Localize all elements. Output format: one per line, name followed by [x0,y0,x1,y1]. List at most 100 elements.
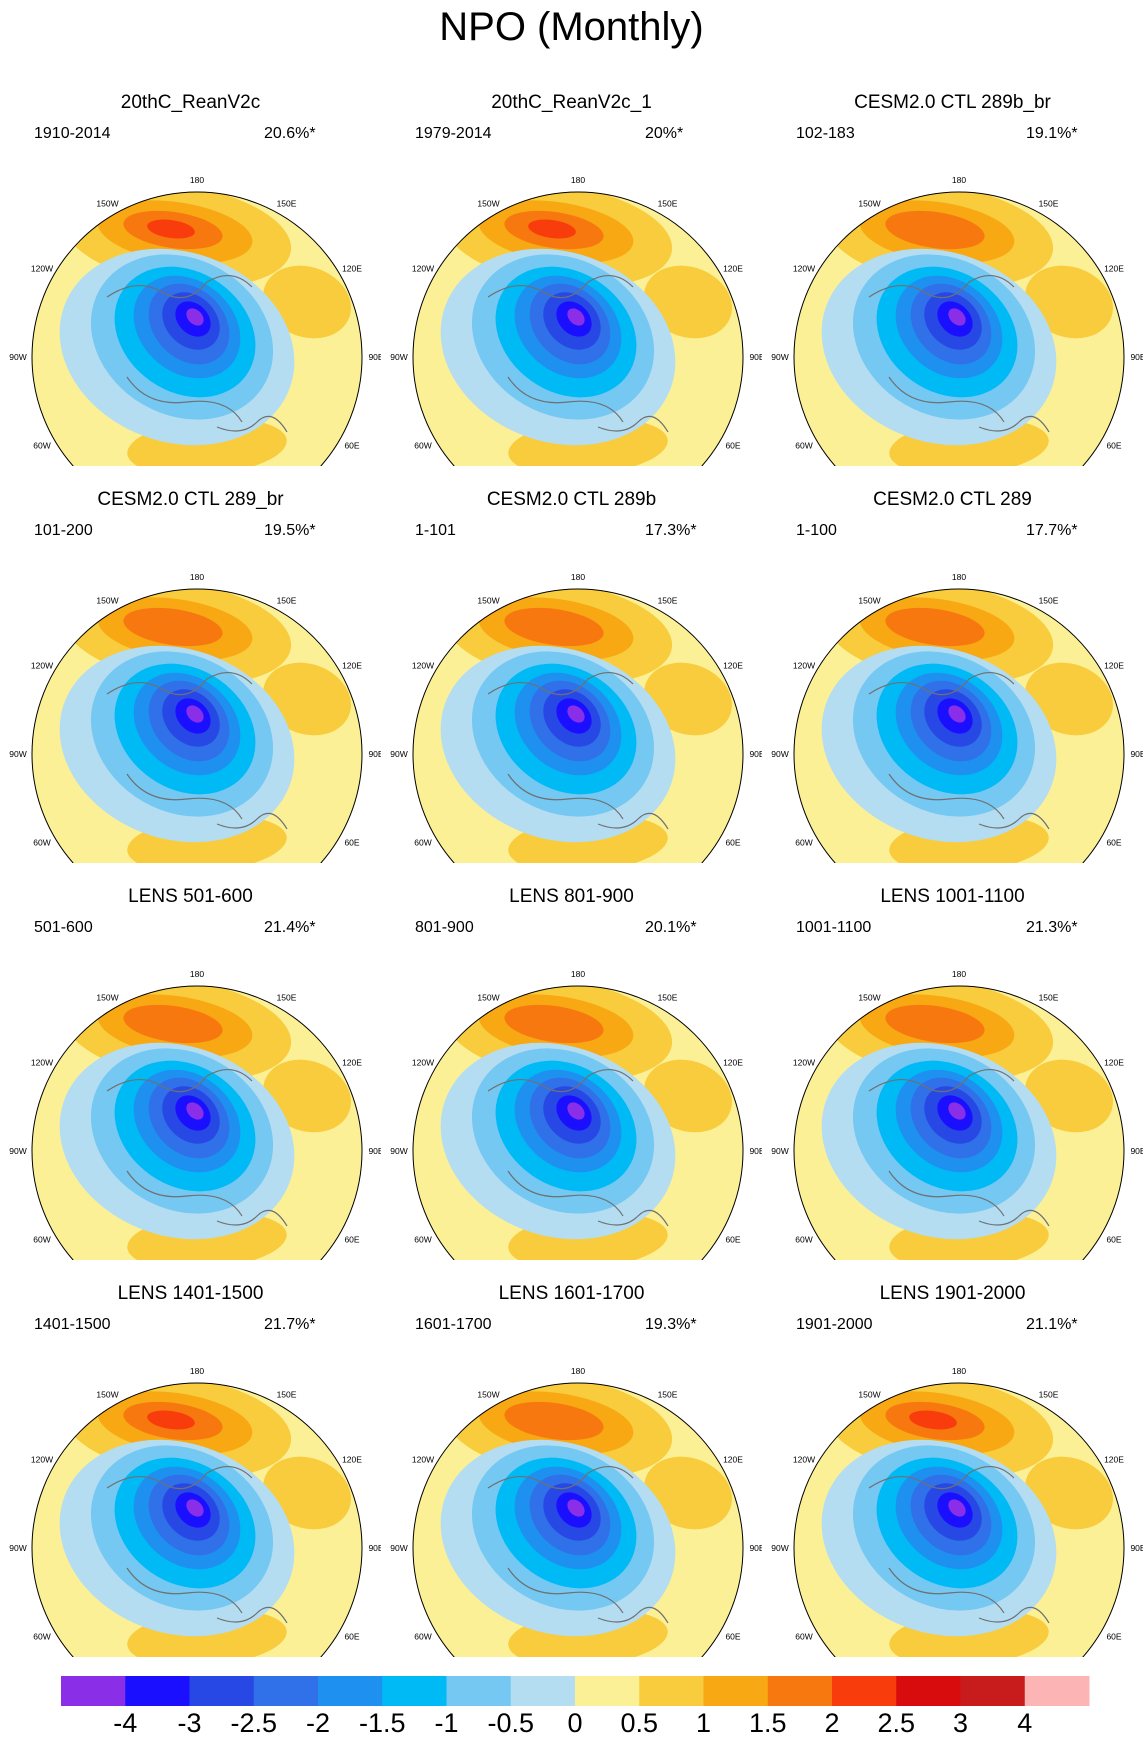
longitude-label: 150E [1039,199,1059,209]
longitude-label: 120E [723,264,743,274]
panel-variance: 21.4%* [264,919,316,936]
colorbar-tick-label: 0 [567,1708,583,1738]
anomaly-field [32,986,362,1260]
colorbar [61,1676,1090,1706]
map-panel: 180150E120E90E60E30E030W60W90W120W150WLE… [0,864,381,1260]
longitude-label: 90W [9,1146,26,1156]
panel-title: LENS 1401-1500 [117,1283,264,1304]
longitude-label: 90E [368,749,381,759]
longitude-label: 90E [368,1146,381,1156]
longitude-label: 150E [1039,1390,1059,1400]
longitude-label: 120W [793,1455,815,1465]
colorbar-swatch [960,1676,1026,1706]
longitude-label: 150W [477,1390,499,1400]
longitude-label: 90W [771,352,788,362]
longitude-label: 150W [858,199,880,209]
colorbar-tick-label: 2.5 [877,1708,916,1738]
longitude-label: 90W [9,749,26,759]
colorbar-swatch [318,1676,383,1706]
map-panel: 180150E120E90E60E30E030W60W90W120W150WCE… [762,467,1143,863]
page-title: NPO (Monthly) [439,5,704,49]
panel-title: LENS 801-900 [509,886,634,907]
panel-period: 801-900 [415,919,474,936]
longitude-label: 120W [793,1058,815,1068]
anomaly-field [794,986,1124,1260]
colorbar-tick-label: 0.5 [620,1708,659,1738]
longitude-label: 60W [33,838,50,848]
anomaly-field [794,589,1124,863]
longitude-label: 120W [793,264,815,274]
longitude-label: 90W [390,352,407,362]
panel-title: CESM2.0 CTL 289b_br [854,92,1051,113]
panel-variance: 17.3%* [645,522,697,539]
colorbar-tick-label: -3 [177,1708,202,1738]
panel-variance: 19.5%* [264,522,316,539]
colorbar-swatch [253,1676,319,1706]
panel-period: 1979-2014 [415,125,492,142]
longitude-label: 90E [368,352,381,362]
longitude-label: 150E [1039,596,1059,606]
longitude-label: 90E [749,749,762,759]
colorbar-tick-label: -4 [113,1708,138,1738]
longitude-label: 120W [31,661,53,671]
polar-map: 180150E120E90E60E30E030W60W90W120W150W [771,175,1143,466]
polar-map: 180150E120E90E60E30E030W60W90W120W150W [390,175,762,466]
longitude-label: 60E [344,441,359,451]
longitude-label: 120E [1104,1455,1124,1465]
anomaly-field [413,192,743,466]
panel-variance: 20.1%* [645,919,697,936]
panel-period: 501-600 [34,919,93,936]
panel-period: 1910-2014 [34,125,111,142]
longitude-label: 60E [1106,1235,1121,1245]
polar-map: 180150E120E90E60E30E030W60W90W120W150W [771,572,1143,863]
longitude-label: 60W [414,1235,431,1245]
anomaly-field [413,986,743,1260]
map-panel: 180150E120E90E60E30E030W60W90W120W150WCE… [762,70,1143,466]
longitude-label: 60W [414,1632,431,1642]
colorbar-swatch [125,1676,190,1706]
longitude-label: 180 [952,1366,966,1376]
longitude-label: 90W [771,1146,788,1156]
map-panel: 180150E120E90E60E30E030W60W90W120W150WLE… [381,864,762,1260]
polar-map: 180150E120E90E60E30E030W60W90W120W150W [771,1366,1143,1657]
polar-map: 180150E120E90E60E30E030W60W90W120W150W [771,969,1143,1260]
panel-period: 1-101 [415,522,456,539]
panel-variance: 20.6%* [264,125,316,142]
longitude-label: 90E [1130,352,1143,362]
longitude-label: 120E [723,1058,743,1068]
longitude-label: 120E [342,1455,362,1465]
colorbar-tick-label: -2.5 [230,1708,278,1738]
longitude-label: 120W [412,661,434,671]
longitude-label: 60W [414,838,431,848]
longitude-label: 150W [858,993,880,1003]
longitude-label: 60W [795,1235,812,1245]
colorbar-tick-label: -1 [434,1708,459,1738]
colorbar-tick-label: -1.5 [359,1708,406,1738]
colorbar-tick-label: 1.5 [749,1708,787,1738]
longitude-label: 180 [571,1366,585,1376]
colorbar-swatch [703,1676,769,1706]
colorbar-swatch [639,1676,704,1706]
polar-map: 180150E120E90E60E30E030W60W90W120W150W [9,572,381,863]
longitude-label: 150E [658,596,678,606]
longitude-label: 150W [96,993,118,1003]
longitude-label: 120W [31,1058,53,1068]
colorbar-swatch [896,1676,961,1706]
longitude-label: 150E [277,199,297,209]
map-panel: 180150E120E90E60E30E030W60W90W120W150WLE… [381,1261,762,1657]
longitude-label: 180 [571,572,585,582]
longitude-label: 90E [1130,1146,1143,1156]
longitude-label: 120W [31,264,53,274]
longitude-label: 120E [342,661,362,671]
longitude-label: 180 [190,1366,204,1376]
longitude-label: 120E [1104,264,1124,274]
map-panel: 180150E120E90E60E30E030W60W90W120W150WLE… [762,1261,1143,1657]
longitude-label: 90E [1130,1543,1143,1553]
colorbar-tick-label: 1 [695,1708,712,1738]
longitude-label: 60W [33,1235,50,1245]
panel-variance: 21.3%* [1026,919,1078,936]
panel-period: 1601-1700 [415,1316,492,1333]
longitude-label: 180 [190,572,204,582]
panel-title: CESM2.0 CTL 289_br [97,489,284,510]
panel-title: LENS 1901-2000 [879,1283,1026,1304]
